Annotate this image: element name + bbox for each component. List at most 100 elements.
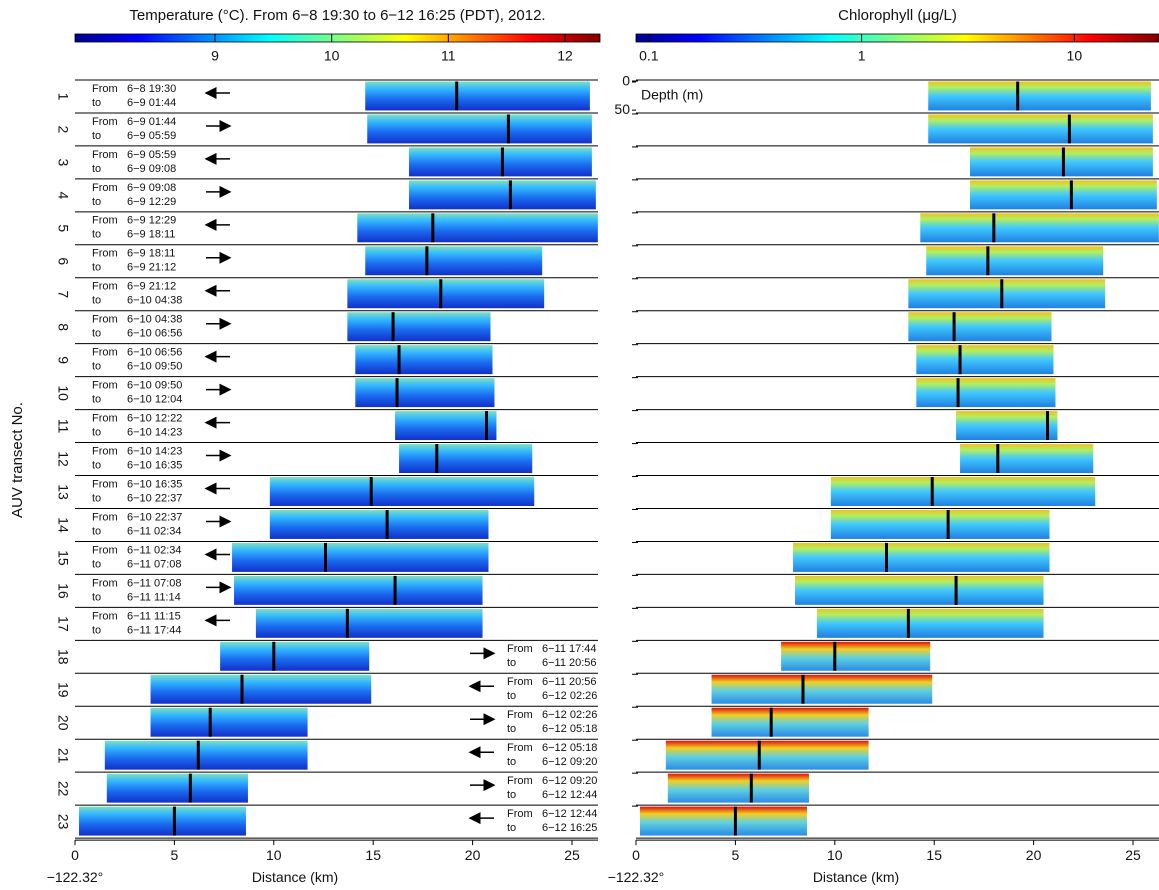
row-label: 20 bbox=[55, 715, 71, 731]
transect-section bbox=[365, 246, 543, 276]
from-time: 6−11 07:08 bbox=[127, 577, 182, 589]
from-time: 6−12 05:18 bbox=[542, 742, 597, 754]
to-time: 6−12 05:18 bbox=[542, 723, 597, 735]
from-time: 6−12 02:26 bbox=[542, 709, 597, 721]
transect-section bbox=[665, 740, 869, 770]
row-label: 2 bbox=[55, 126, 71, 134]
to-time: 6−12 16:25 bbox=[542, 822, 597, 834]
transect-section bbox=[408, 180, 596, 210]
transect-section bbox=[399, 444, 533, 474]
transect-section bbox=[781, 641, 931, 671]
from-word: From bbox=[92, 215, 118, 227]
x-tick-label: 20 bbox=[465, 847, 481, 863]
from-time: 6−10 06:56 bbox=[127, 347, 182, 359]
transect-section bbox=[150, 707, 308, 737]
from-time: 6−11 20:56 bbox=[542, 676, 597, 688]
transect-section bbox=[355, 345, 493, 375]
row-label: 1 bbox=[55, 93, 71, 101]
transect-section bbox=[830, 477, 1096, 506]
transect-section bbox=[150, 674, 372, 704]
from-time: 6−11 11:15 bbox=[127, 610, 181, 622]
from-time: 6−9 05:59 bbox=[127, 149, 176, 161]
x-axis-label: Distance (km) bbox=[252, 869, 338, 885]
transect-section bbox=[960, 444, 1094, 474]
row-label: 5 bbox=[55, 224, 71, 232]
row-label: 7 bbox=[55, 290, 71, 298]
origin-label: −122.32° bbox=[47, 869, 104, 885]
row-label: 16 bbox=[55, 583, 71, 599]
to-word: to bbox=[92, 328, 101, 340]
from-time: 6−10 04:38 bbox=[127, 314, 182, 326]
from-word: From bbox=[507, 808, 533, 820]
colorbar-tick-label: 0.1 bbox=[639, 48, 659, 64]
depth-tick-label: 50 bbox=[614, 101, 630, 117]
x-axis-label: Distance (km) bbox=[813, 869, 899, 885]
to-time: 6−12 12:44 bbox=[542, 789, 597, 801]
from-word: From bbox=[92, 413, 118, 425]
to-word: to bbox=[92, 295, 101, 307]
from-time: 6−10 14:23 bbox=[127, 445, 182, 457]
y-axis-label: AUV transect No. bbox=[9, 402, 26, 518]
from-time: 6−10 22:37 bbox=[127, 511, 182, 523]
row-label: 17 bbox=[55, 616, 71, 632]
row-label: 22 bbox=[55, 781, 71, 797]
from-time: 6−8 19:30 bbox=[127, 83, 176, 95]
depth-tick-label: 0 bbox=[622, 73, 630, 89]
to-word: to bbox=[92, 130, 101, 142]
x-tick-label: 10 bbox=[266, 847, 282, 863]
from-time: 6−12 12:44 bbox=[542, 808, 597, 820]
x-tick-label: 0 bbox=[71, 847, 79, 863]
transect-section bbox=[395, 411, 497, 441]
colorbar-tick-label: 1 bbox=[858, 48, 866, 64]
row-label: 10 bbox=[55, 385, 71, 401]
to-time: 6−11 11:14 bbox=[127, 591, 181, 603]
to-word: to bbox=[507, 756, 516, 768]
to-time: 6−10 22:37 bbox=[127, 492, 182, 504]
to-time: 6−9 05:59 bbox=[127, 130, 176, 142]
chart-title: Chlorophyll (μg/L) bbox=[838, 7, 957, 24]
transect-section bbox=[365, 81, 590, 111]
to-word: to bbox=[92, 361, 101, 373]
transect-section bbox=[255, 608, 483, 638]
from-word: From bbox=[507, 676, 533, 688]
row-label: 9 bbox=[55, 356, 71, 364]
transect-section bbox=[793, 542, 1050, 572]
to-time: 6−11 07:08 bbox=[127, 558, 182, 570]
to-time: 6−11 02:34 bbox=[127, 525, 182, 537]
from-time: 6−9 01:44 bbox=[127, 116, 176, 128]
from-word: From bbox=[507, 709, 533, 721]
colorbar bbox=[74, 33, 601, 43]
to-time: 6−10 12:04 bbox=[127, 394, 182, 406]
row-label: 23 bbox=[55, 814, 71, 830]
row-label: 19 bbox=[55, 682, 71, 698]
from-word: From bbox=[92, 149, 118, 161]
x-tick-label: 5 bbox=[171, 847, 179, 863]
transect-section bbox=[104, 740, 308, 770]
to-word: to bbox=[92, 492, 101, 504]
from-word: From bbox=[92, 116, 118, 128]
row-label: 12 bbox=[55, 451, 71, 467]
x-tick-label: 10 bbox=[827, 847, 843, 863]
to-word: to bbox=[92, 97, 101, 109]
to-word: to bbox=[507, 657, 516, 669]
to-word: to bbox=[507, 723, 516, 735]
transect-section bbox=[347, 279, 545, 309]
transect-section bbox=[269, 477, 535, 506]
transect-section bbox=[269, 509, 489, 539]
from-word: From bbox=[507, 643, 533, 655]
to-word: to bbox=[92, 196, 101, 208]
colorbar-tick-label: 9 bbox=[211, 48, 219, 64]
row-label: 3 bbox=[55, 159, 71, 167]
to-word: to bbox=[92, 262, 101, 274]
colorbar bbox=[635, 33, 1159, 43]
transect-section bbox=[916, 345, 1054, 375]
from-word: From bbox=[92, 248, 118, 260]
transect-section bbox=[367, 114, 592, 144]
transect-section bbox=[408, 147, 592, 177]
to-word: to bbox=[507, 789, 516, 801]
from-time: 6−12 09:20 bbox=[542, 775, 597, 787]
row-label: 13 bbox=[55, 484, 71, 500]
transect-section bbox=[106, 773, 248, 803]
x-tick-label: 25 bbox=[564, 847, 580, 863]
